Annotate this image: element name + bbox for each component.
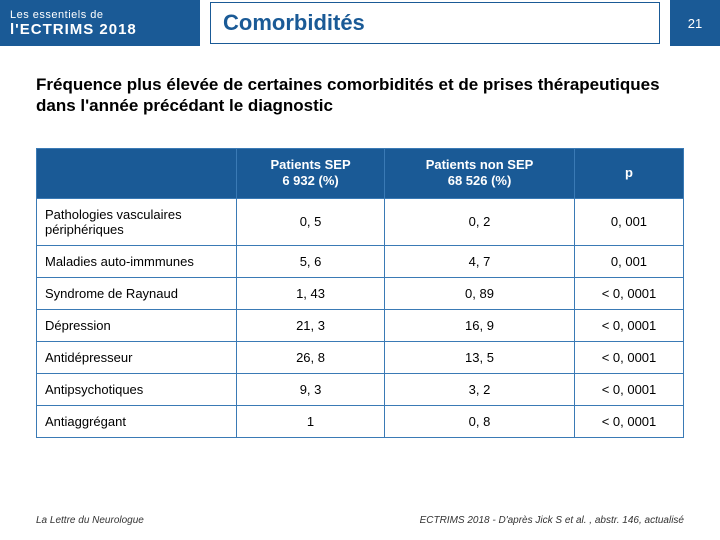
table-row: Antipsychotiques 9, 3 3, 2 < 0, 0001 <box>37 373 684 405</box>
row-nonsep: 3, 2 <box>385 373 575 405</box>
row-p: 0, 001 <box>574 245 683 277</box>
slide-title: Comorbidités <box>223 10 365 36</box>
comorbidity-table: Patients SEP 6 932 (%) Patients non SEP … <box>36 148 684 438</box>
slide: Les essentiels de l'ECTRIMS 2018 Comorbi… <box>0 0 720 540</box>
row-p: < 0, 0001 <box>574 277 683 309</box>
row-nonsep: 16, 9 <box>385 309 575 341</box>
subheading: Fréquence plus élevée de certaines comor… <box>36 74 684 117</box>
col-header-nonsep: Patients non SEP 68 526 (%) <box>385 149 575 199</box>
row-p: < 0, 0001 <box>574 405 683 437</box>
row-nonsep: 0, 89 <box>385 277 575 309</box>
data-table: Patients SEP 6 932 (%) Patients non SEP … <box>36 148 684 438</box>
row-nonsep: 13, 5 <box>385 341 575 373</box>
row-sep: 1 <box>237 405 385 437</box>
brand-line2: l'ECTRIMS 2018 <box>10 21 200 38</box>
row-label: Pathologies vasculaires périphériques <box>37 198 237 245</box>
row-nonsep: 0, 8 <box>385 405 575 437</box>
col-header-sep: Patients SEP 6 932 (%) <box>237 149 385 199</box>
footer-right: ECTRIMS 2018 - D'après Jick S et al. , a… <box>420 515 684 526</box>
row-label: Dépression <box>37 309 237 341</box>
row-sep: 1, 43 <box>237 277 385 309</box>
row-label: Antipsychotiques <box>37 373 237 405</box>
brand-line1: Les essentiels de <box>10 9 200 21</box>
page-number: 21 <box>688 16 702 31</box>
row-nonsep: 0, 2 <box>385 198 575 245</box>
row-label: Syndrome de Raynaud <box>37 277 237 309</box>
table-row: Pathologies vasculaires périphériques 0,… <box>37 198 684 245</box>
col-header-empty <box>37 149 237 199</box>
table-header-row: Patients SEP 6 932 (%) Patients non SEP … <box>37 149 684 199</box>
row-p: < 0, 0001 <box>574 373 683 405</box>
row-p: < 0, 0001 <box>574 309 683 341</box>
row-sep: 0, 5 <box>237 198 385 245</box>
page-number-box: 21 <box>670 0 720 46</box>
table-body: Pathologies vasculaires périphériques 0,… <box>37 198 684 437</box>
row-sep: 26, 8 <box>237 341 385 373</box>
brand-banner: Les essentiels de l'ECTRIMS 2018 <box>0 0 200 46</box>
footer-left: La Lettre du Neurologue <box>36 515 144 526</box>
table-row: Dépression 21, 3 16, 9 < 0, 0001 <box>37 309 684 341</box>
row-sep: 5, 6 <box>237 245 385 277</box>
row-p: < 0, 0001 <box>574 341 683 373</box>
row-label: Antidépresseur <box>37 341 237 373</box>
row-nonsep: 4, 7 <box>385 245 575 277</box>
row-sep: 21, 3 <box>237 309 385 341</box>
row-label: Antiaggrégant <box>37 405 237 437</box>
row-label: Maladies auto-immmunes <box>37 245 237 277</box>
table-row: Antidépresseur 26, 8 13, 5 < 0, 0001 <box>37 341 684 373</box>
table-row: Maladies auto-immmunes 5, 6 4, 7 0, 001 <box>37 245 684 277</box>
row-sep: 9, 3 <box>237 373 385 405</box>
title-box: Comorbidités <box>210 2 660 44</box>
col-header-p: p <box>574 149 683 199</box>
table-row: Antiaggrégant 1 0, 8 < 0, 0001 <box>37 405 684 437</box>
table-row: Syndrome de Raynaud 1, 43 0, 89 < 0, 000… <box>37 277 684 309</box>
row-p: 0, 001 <box>574 198 683 245</box>
